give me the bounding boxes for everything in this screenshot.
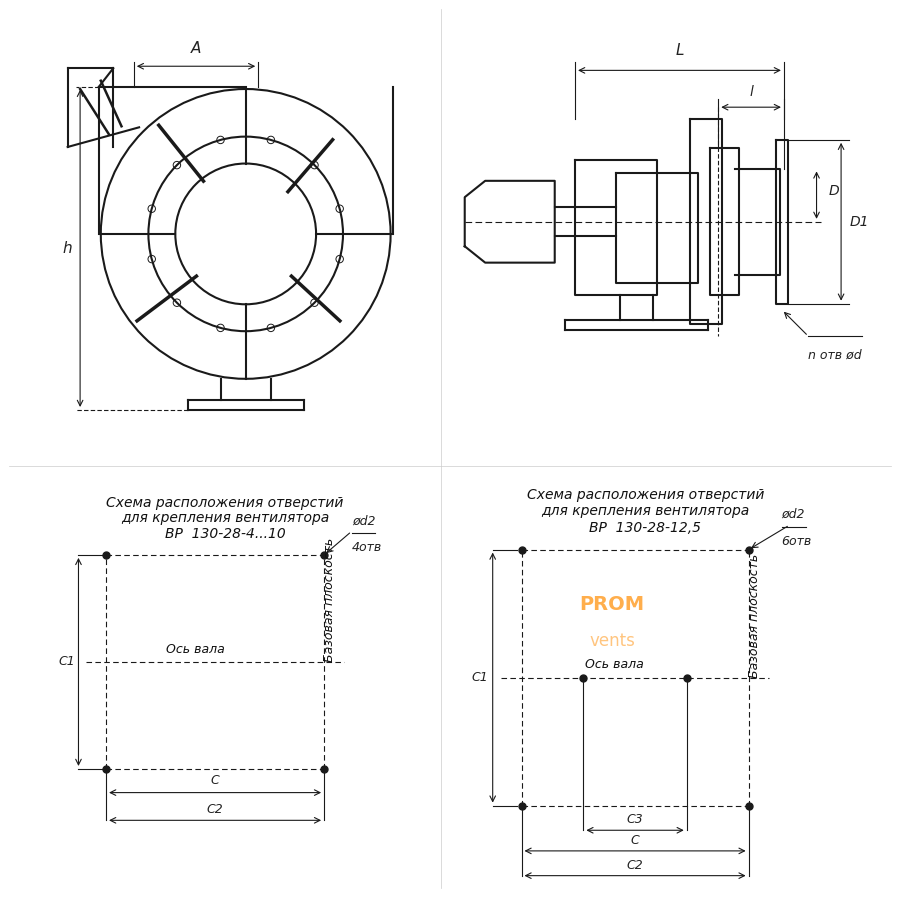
Text: 4отв: 4отв (352, 541, 382, 554)
Text: ВР  130-28-12,5: ВР 130-28-12,5 (590, 521, 701, 535)
Text: C2: C2 (626, 858, 644, 872)
Text: Схема расположения отверстий: Схема расположения отверстий (526, 488, 764, 501)
Text: ød2: ød2 (352, 514, 375, 527)
Text: D1: D1 (850, 214, 868, 229)
Text: l: l (749, 85, 753, 99)
Text: для крепления вентилятора: для крепления вентилятора (121, 511, 329, 526)
Text: PROM: PROM (580, 595, 644, 614)
Text: C1: C1 (58, 656, 75, 668)
Text: L: L (675, 43, 684, 58)
Text: C1: C1 (472, 671, 489, 684)
Text: n отв ød: n отв ød (808, 349, 862, 361)
Text: Схема расположения отверстий: Схема расположения отверстий (106, 496, 344, 509)
Text: Ось вала: Ось вала (166, 643, 225, 656)
Text: D: D (829, 184, 840, 198)
Text: ВР  130-28-4...10: ВР 130-28-4...10 (165, 527, 285, 541)
Text: Ось вала: Ось вала (585, 658, 644, 671)
Text: Базовая плоскость: Базовая плоскость (323, 537, 337, 662)
Text: Базовая плоскость: Базовая плоскость (748, 553, 761, 677)
Text: для крепления вентилятора: для крепления вентилятора (541, 504, 750, 518)
Text: C: C (211, 773, 220, 787)
Text: C3: C3 (626, 814, 644, 826)
Text: C: C (631, 834, 639, 847)
Text: A: A (191, 41, 202, 56)
Text: h: h (63, 241, 73, 256)
Text: 6отв: 6отв (781, 536, 812, 548)
Text: ød2: ød2 (781, 508, 805, 521)
Text: C2: C2 (207, 804, 223, 816)
Text: vents: vents (590, 631, 634, 649)
